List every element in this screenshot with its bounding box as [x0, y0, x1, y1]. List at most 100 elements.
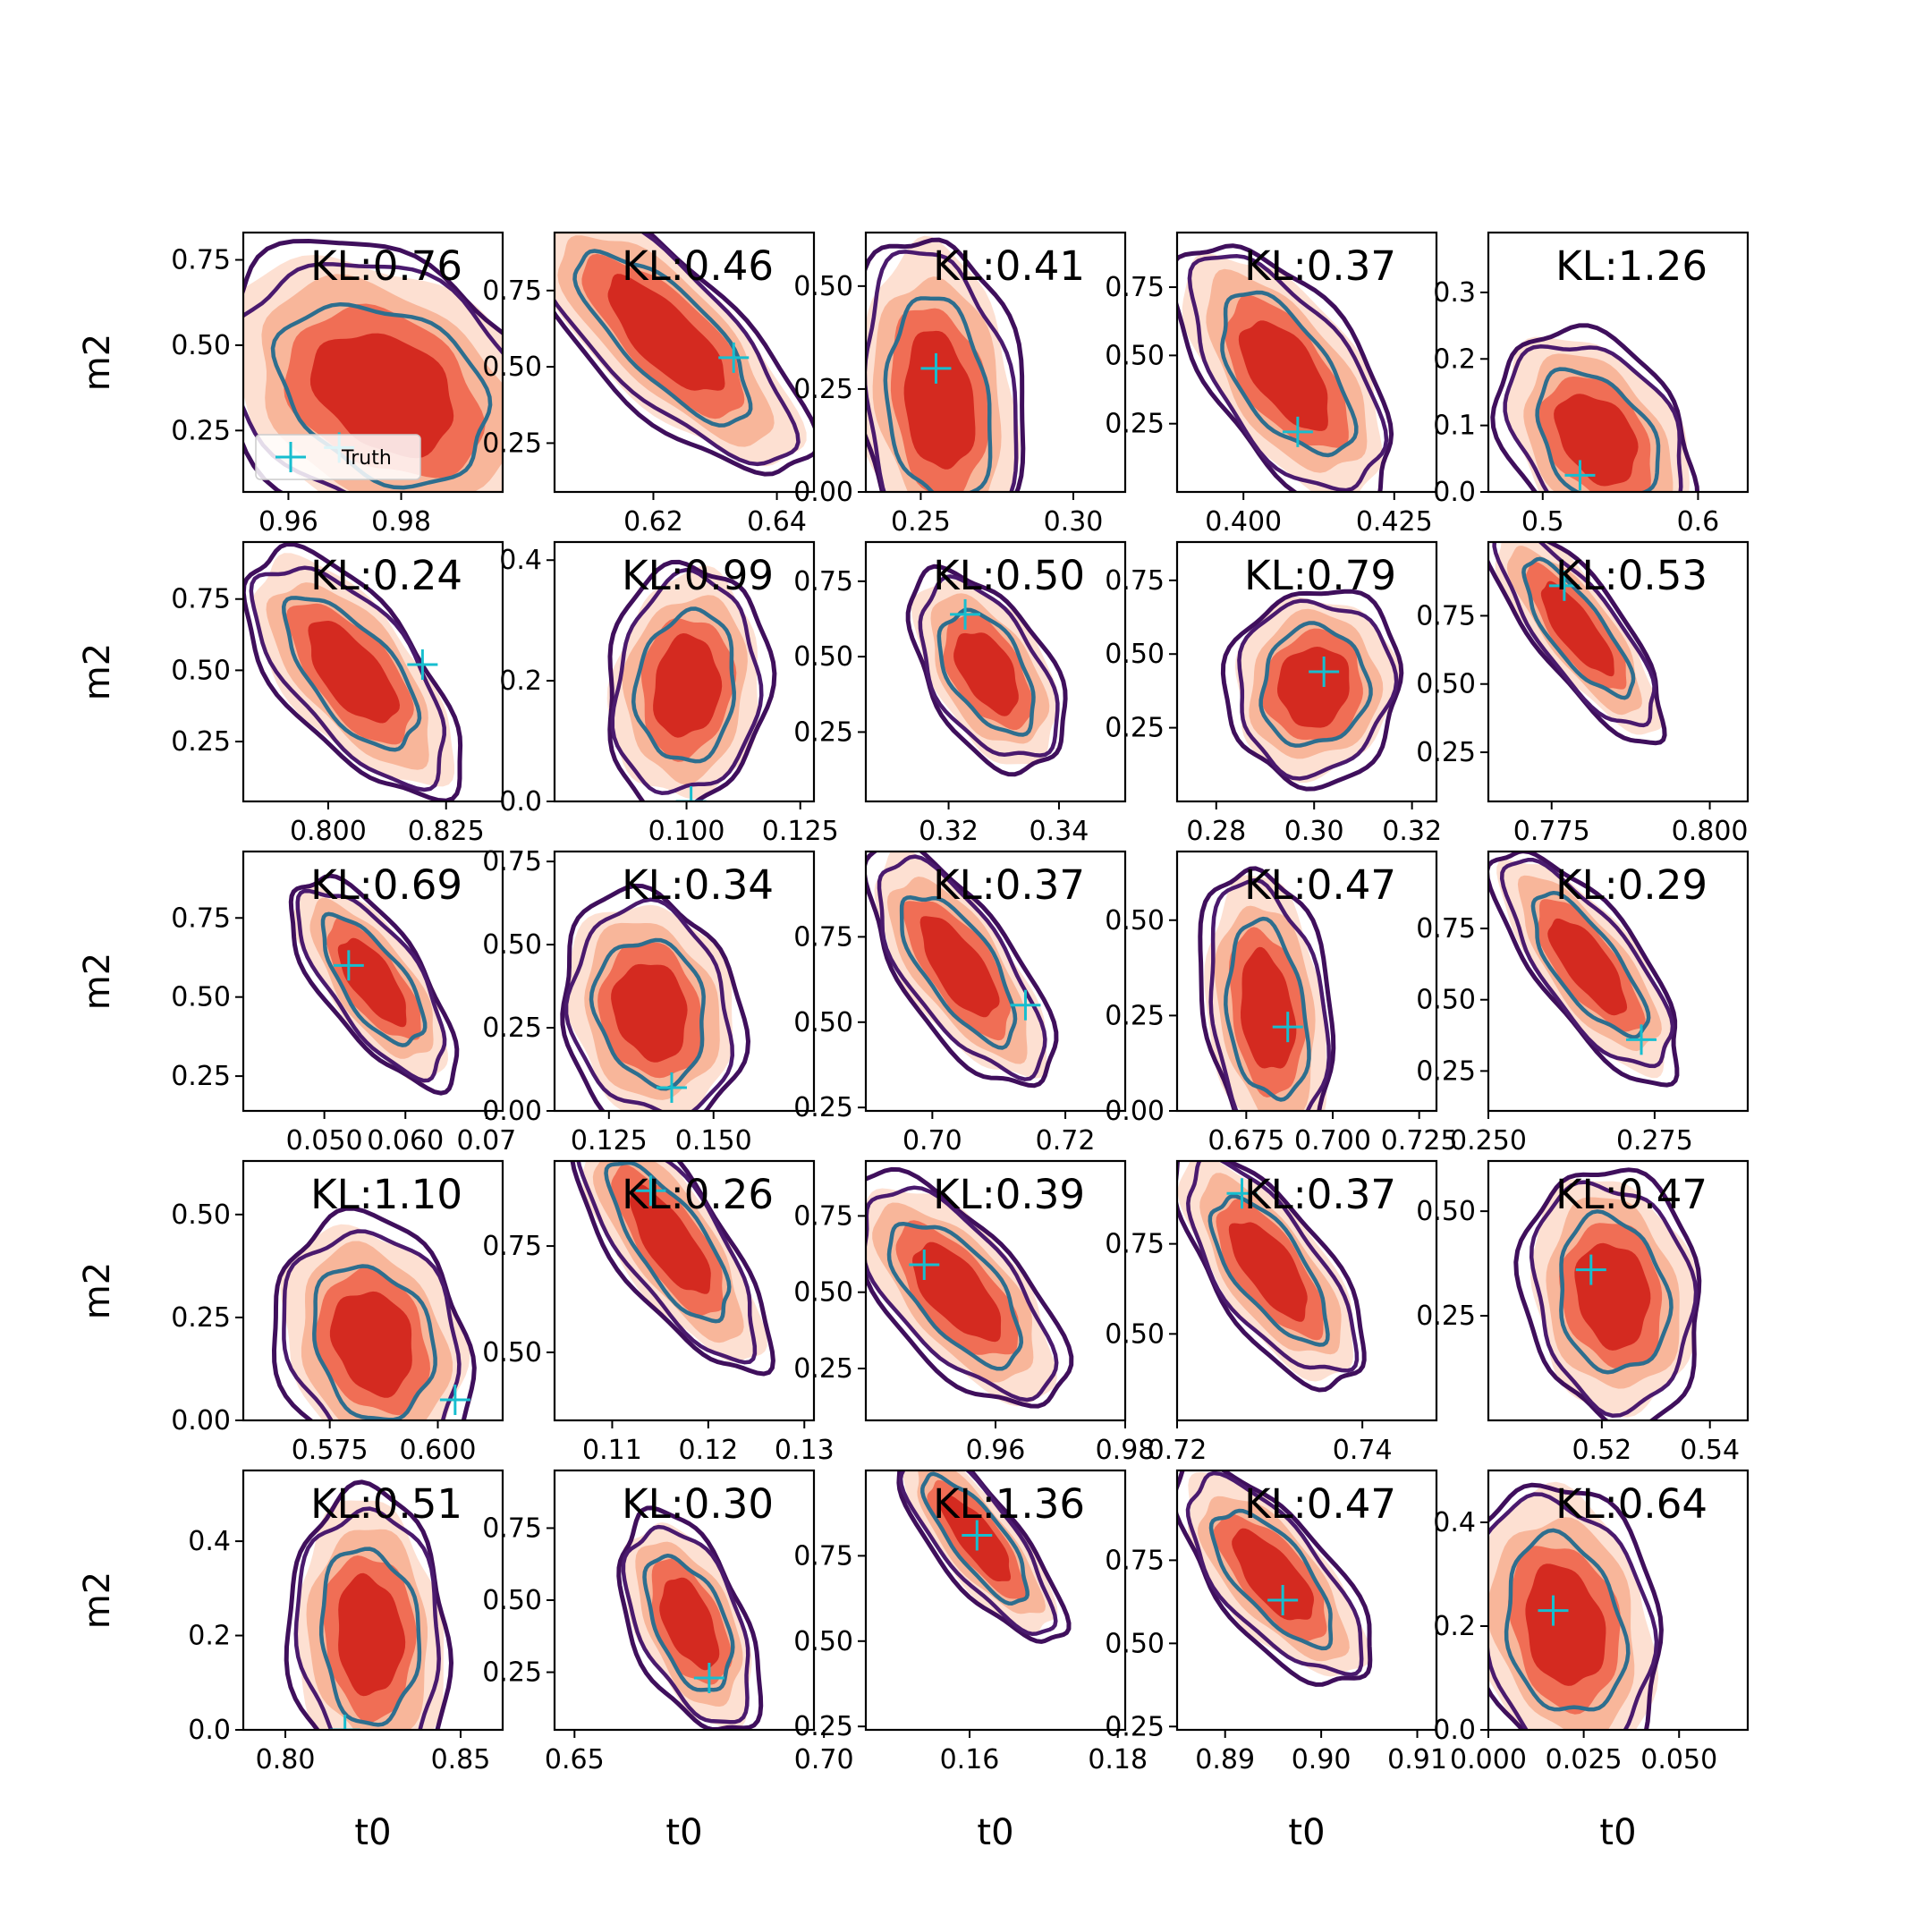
x-tick-label: 0.060 — [367, 1125, 444, 1157]
contour-inner — [883, 296, 993, 492]
y-tick-label: 0.25 — [793, 1353, 853, 1385]
kl-annotation: KL:0.51 — [310, 1480, 462, 1528]
x-tick-label: 0.775 — [1513, 816, 1590, 847]
contour-mid — [576, 1161, 758, 1365]
y-tick-label: 0.00 — [793, 477, 853, 508]
contour-outer — [284, 1479, 453, 1730]
density-fill-core — [337, 937, 407, 1028]
x-tick-label: 0.700 — [1294, 1125, 1371, 1157]
y-tick-label: 0.25 — [1416, 1055, 1476, 1087]
x-tick-label: 0.100 — [648, 816, 725, 847]
x-tick-label: 0.675 — [1208, 1125, 1284, 1157]
panel-2: 0.62 0.64 0.25 0.50 0.75 KL:0.46 — [482, 231, 816, 538]
x-tick-label: 0.125 — [571, 1125, 648, 1157]
panel-24: 0.89 0.90 0.91 0.25 0.50 0.75 KL:0.47 t0 — [1105, 1469, 1447, 1853]
legend-truth-marker — [275, 442, 306, 472]
y-tick-label: 0.75 — [793, 566, 853, 597]
y-tick-label: 0.75 — [1416, 913, 1476, 945]
density-fill-core — [1554, 394, 1639, 487]
density-fill-core — [308, 621, 400, 724]
truth-marker — [1282, 416, 1313, 447]
kl-annotation: KL:0.79 — [1244, 552, 1396, 599]
x-tick-label: 0.89 — [1195, 1744, 1255, 1775]
y-tick-label: 0.50 — [171, 982, 231, 1013]
x-tick-label: 0.6 — [1677, 506, 1720, 538]
truth-marker — [333, 950, 364, 981]
contour-mid — [564, 897, 735, 1111]
truth-marker — [1575, 1254, 1606, 1285]
y-tick-label: 0.25 — [482, 1657, 542, 1689]
panel-3: 0.25 0.30 0.00 0.25 0.50 KL:0.41 — [793, 231, 1127, 538]
panel-plot-area — [1488, 852, 1680, 1088]
contour-outer — [1177, 1161, 1367, 1393]
panel-plot-area — [1488, 542, 1667, 746]
kl-annotation: KL:0.37 — [933, 861, 1085, 909]
x-tick-label: 0.25 — [891, 506, 951, 538]
y-axis-title: m2 — [77, 953, 118, 1010]
contour-outer — [896, 1470, 1072, 1644]
axes-frame — [242, 1469, 504, 1732]
axes-frame — [1487, 850, 1750, 1113]
x-tick-label: 0.85 — [431, 1744, 491, 1775]
y-tick-label: 0.0 — [499, 786, 542, 818]
y-tick-label: 0.4 — [188, 1526, 231, 1557]
contour-inner — [936, 607, 1036, 737]
panel-25: 0.000 0.025 0.050 0.0 0.2 0.4 KL:0.64 t0 — [1433, 1469, 1750, 1853]
axes-frame — [553, 850, 816, 1113]
axes-frame — [553, 1159, 816, 1422]
kl-annotation: KL:0.76 — [310, 242, 462, 290]
contour-inner — [589, 937, 706, 1091]
contour-mid — [621, 1524, 750, 1724]
contour-outer — [288, 873, 460, 1096]
x-tick-label: 0.07 — [456, 1125, 516, 1157]
contour-mid — [1187, 254, 1389, 492]
axes-frame — [242, 850, 504, 1113]
truth-marker — [962, 1520, 993, 1551]
contour-inner — [1530, 890, 1651, 1039]
panel-plot-area — [1490, 323, 1700, 492]
axes-frame — [1487, 1159, 1750, 1422]
panel-plot-area — [272, 1206, 477, 1420]
x-tick-label: 0.30 — [1284, 816, 1344, 847]
y-tick-label: 0.25 — [793, 1092, 853, 1123]
truth-marker — [1267, 1585, 1299, 1615]
x-tick-label: 0.62 — [623, 506, 683, 538]
panel-plot-area — [1220, 589, 1404, 792]
contour-outer — [1488, 542, 1667, 746]
contour-outer — [905, 564, 1068, 777]
y-axis-title: m2 — [77, 1572, 118, 1629]
panel-plot-area — [1177, 243, 1394, 492]
truth-marker — [1548, 570, 1580, 601]
y-tick-label: 0.75 — [1416, 600, 1476, 631]
panel-13: 0.70 0.72 0.25 0.50 0.75 KL:0.37 — [793, 850, 1127, 1157]
contour-outer — [1198, 866, 1336, 1111]
contour-mid — [866, 1185, 1059, 1402]
truth-marker — [439, 1384, 470, 1415]
axes-frame — [1175, 1469, 1438, 1732]
contour-outer — [243, 239, 503, 492]
x-tick-label: 0.000 — [1450, 1744, 1527, 1775]
density-fill-core — [338, 1572, 406, 1697]
legend: Truth — [255, 434, 421, 480]
y-tick-label: 0.75 — [793, 1200, 853, 1232]
contour-inner — [920, 1471, 1030, 1606]
x-tick-label: 0.825 — [408, 816, 485, 847]
kl-annotation: KL:0.50 — [933, 552, 1085, 599]
x-tick-label: 0.5 — [1521, 506, 1564, 538]
x-tick-label: 0.125 — [762, 816, 839, 847]
kl-annotation: KL:0.47 — [1244, 1480, 1396, 1528]
panel-16: 0.575 0.600 0.00 0.25 0.50 KL:1.10 m2 — [77, 1159, 504, 1466]
y-tick-label: 0.25 — [1416, 1301, 1476, 1332]
contour-mid — [877, 854, 1047, 1081]
y-tick-label: 0.50 — [793, 1277, 853, 1309]
x-axis-title: t0 — [665, 1812, 702, 1853]
y-tick-label: 0.50 — [482, 1585, 542, 1616]
density-fill-core — [653, 633, 723, 738]
axes-frame — [1175, 231, 1438, 494]
y-tick-label: 0.50 — [1105, 639, 1165, 670]
y-tick-label: 0.25 — [171, 1061, 231, 1092]
y-tick-label: 0.2 — [188, 1621, 231, 1652]
truth-marker — [656, 1072, 687, 1103]
y-tick-label: 0.25 — [1416, 737, 1476, 768]
y-tick-label: 0.50 — [1416, 669, 1476, 700]
